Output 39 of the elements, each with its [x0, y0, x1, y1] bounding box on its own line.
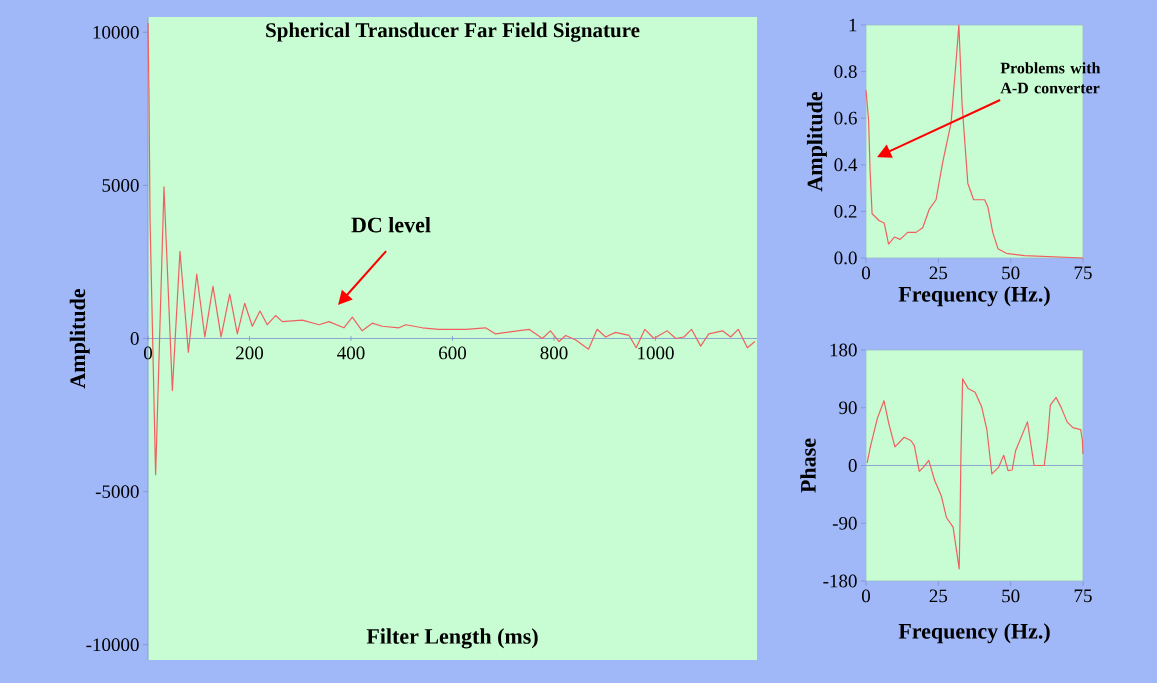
y-tick-label: -5000 [95, 485, 139, 499]
x-axis-title: Frequency (Hz.) [898, 286, 1050, 307]
y-tick-label: -10000 [86, 638, 139, 652]
x-tick-label: 0 [861, 266, 871, 280]
x-tick-label: 1000 [638, 346, 674, 360]
y-axis-title: Amplitude [806, 91, 827, 192]
x-tick-label: 0 [143, 346, 153, 360]
y-tick-label: 1 [849, 18, 857, 32]
y-tick-label: 0 [848, 459, 857, 472]
chart-title: Spherical Transducer Far Field Signature [266, 22, 640, 42]
y-tick-label: 90 [839, 401, 857, 415]
x-tick-label: 200 [236, 346, 264, 360]
x-tick-label: 25 [929, 266, 948, 280]
annotation: Problems with A-D converter [1000, 62, 1101, 94]
annotation: DC level [351, 216, 431, 233]
y-tick-label: -180 [823, 574, 857, 588]
x-tick-label: 75 [1074, 266, 1092, 280]
y-tick-label: 0.0 [834, 251, 857, 265]
y-tick-label: -90 [832, 516, 857, 530]
x-tick-label: 25 [929, 589, 948, 603]
y-tick-label: 0.8 [834, 65, 857, 79]
y-tick-label: 0 [130, 332, 139, 345]
x-tick-label: 400 [337, 346, 365, 360]
x-tick-label: 600 [439, 346, 467, 360]
y-tick-label: 0.4 [834, 158, 858, 172]
x-axis-title: Filter Length (ms) [366, 628, 538, 649]
y-tick-label: 0.2 [834, 204, 857, 218]
x-tick-label: 800 [540, 346, 568, 360]
x-tick-label: 50 [1002, 589, 1020, 603]
y-tick-label: 0.6 [834, 111, 857, 125]
y-tick-label: 5000 [102, 179, 139, 192]
y-tick-label: 180 [830, 343, 857, 357]
y-tick-label: 10000 [93, 25, 139, 39]
x-tick-label: 75 [1074, 589, 1092, 603]
x-tick-label: 50 [1002, 266, 1020, 280]
y-axis-title: Phase [800, 438, 816, 493]
x-axis-title: Frequency (Hz.) [898, 623, 1050, 644]
x-tick-label: 0 [861, 589, 871, 603]
y-axis-title: Amplitude [69, 288, 90, 389]
